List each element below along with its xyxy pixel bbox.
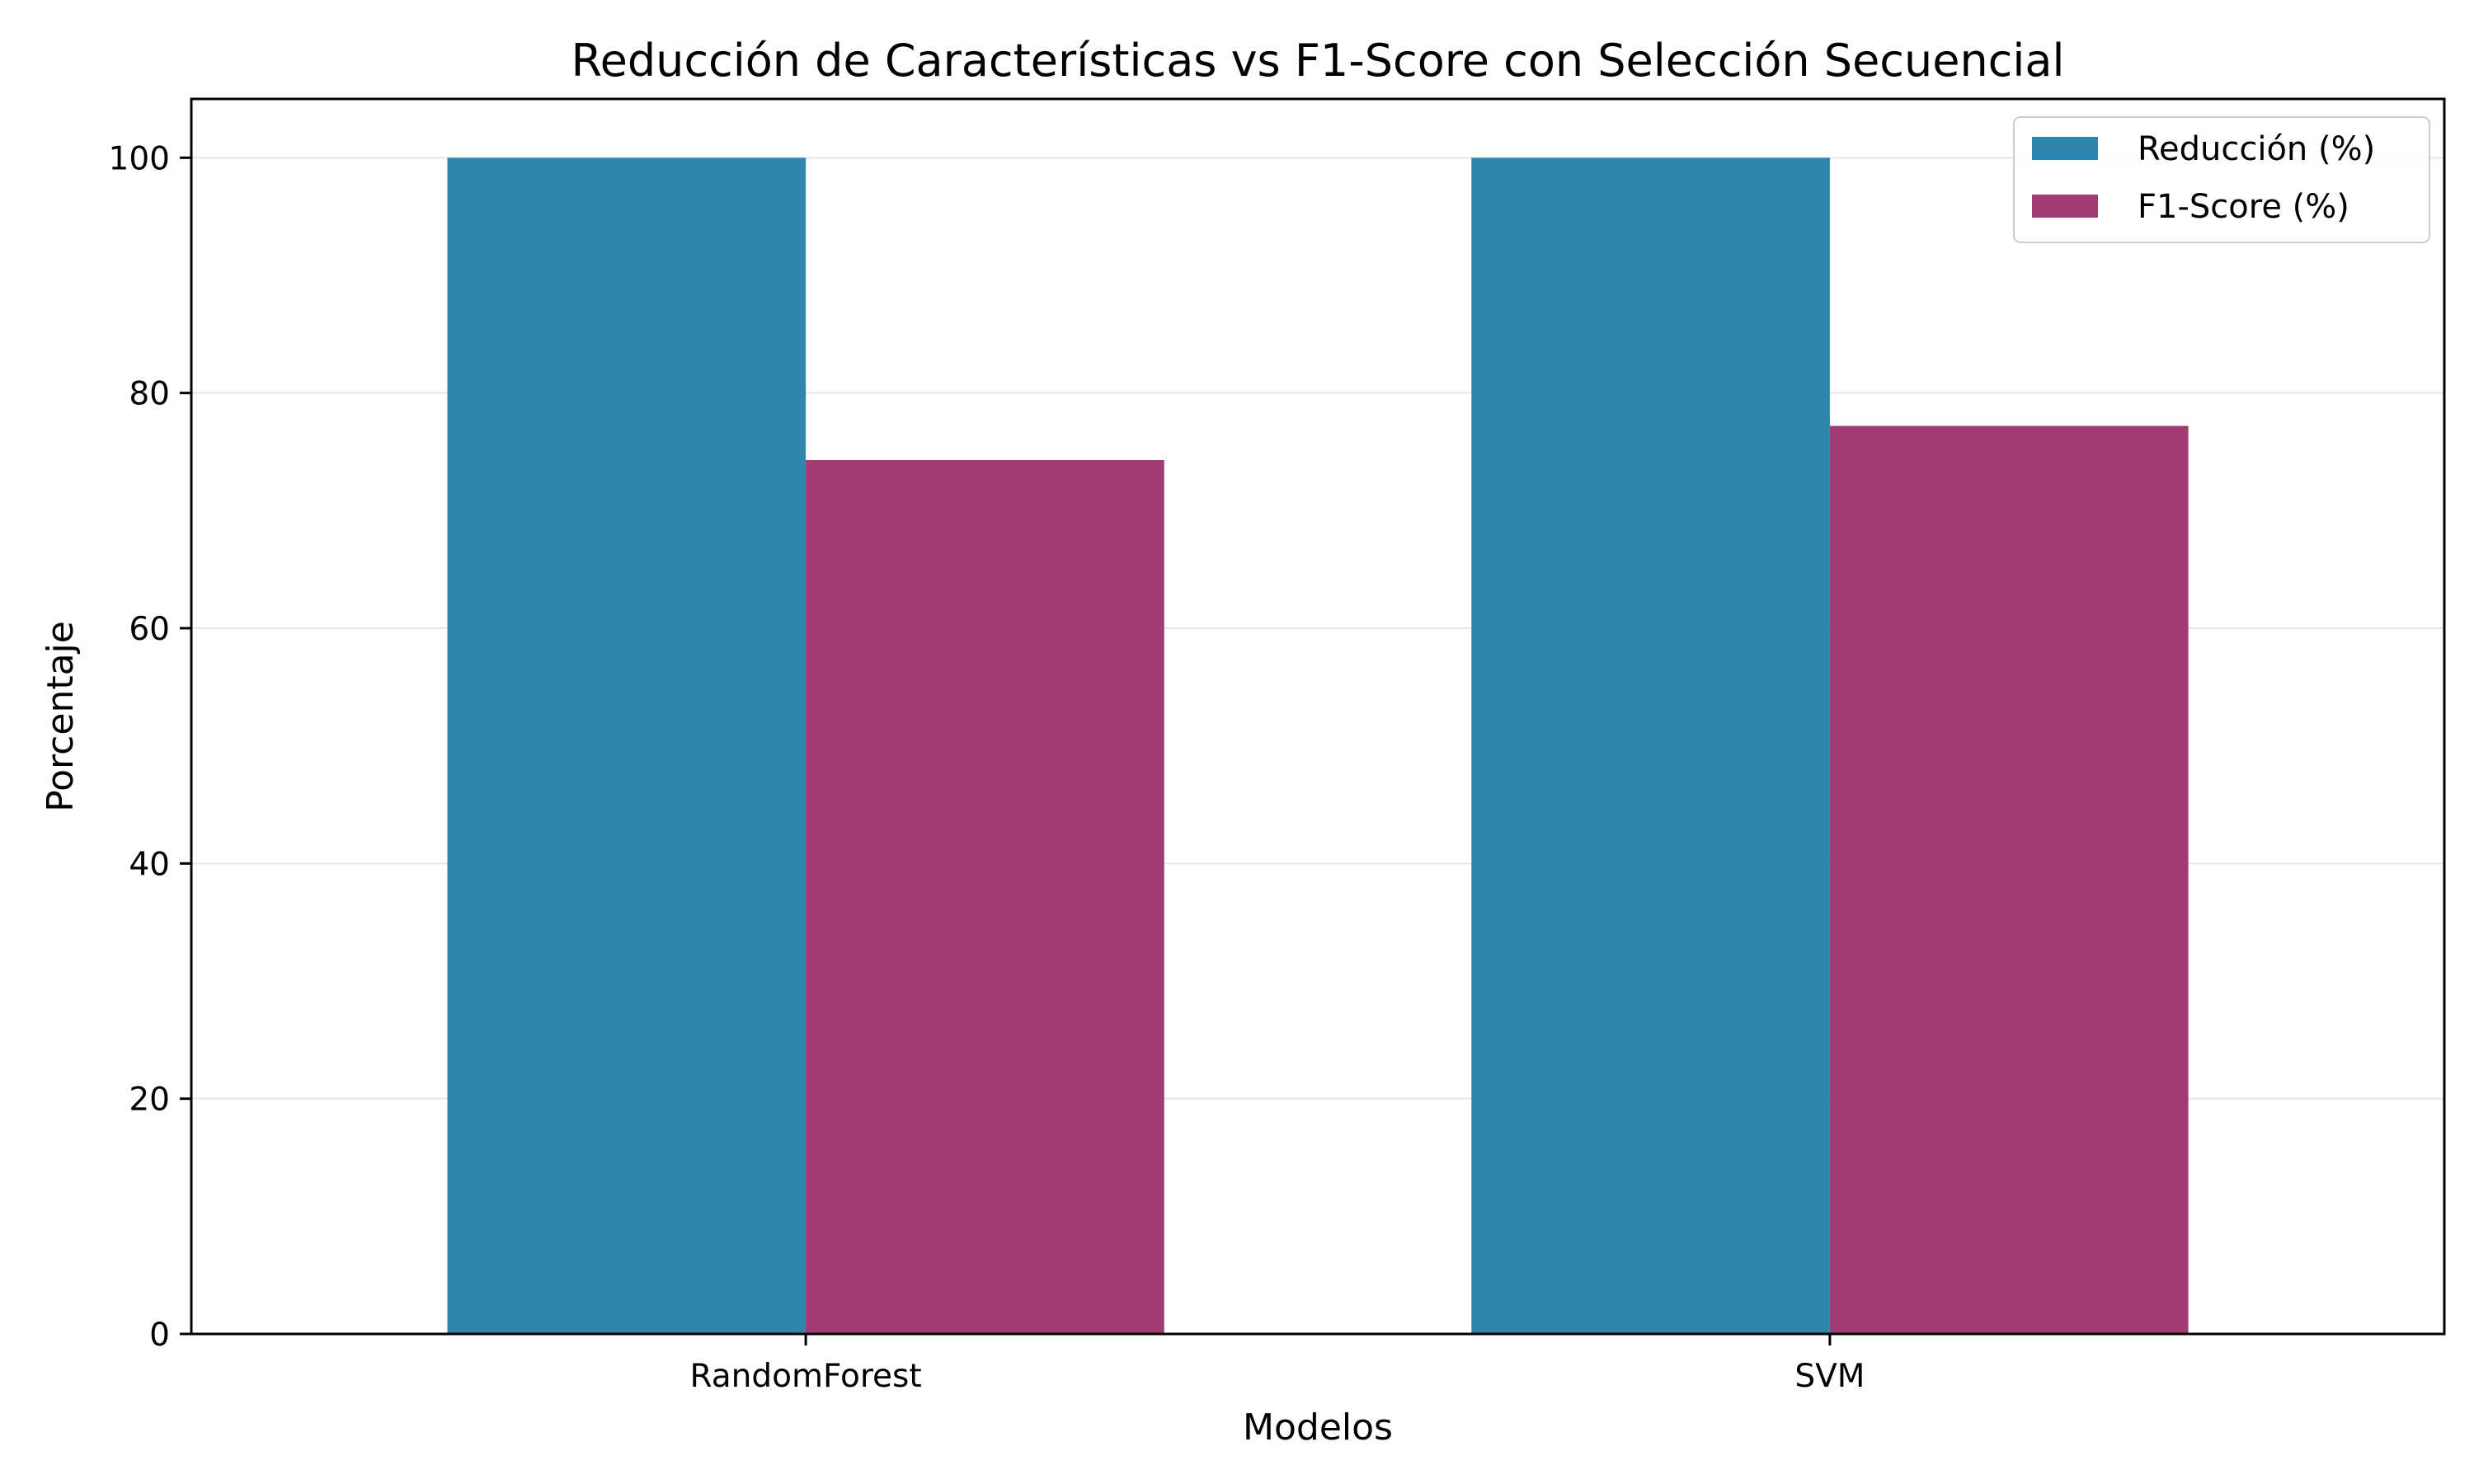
bars [447, 157, 2189, 1335]
y-tick-label: 20 [129, 1082, 170, 1119]
y-tick-label: 0 [149, 1317, 170, 1354]
legend-swatch [2032, 195, 2098, 218]
plot-frame [190, 97, 2446, 1336]
x-tick-label: SVM [1794, 1358, 1865, 1395]
y-tick-label: 80 [129, 376, 170, 413]
y-axis-label: Porcentaje [40, 621, 82, 812]
x-axis-label: Modelos [1243, 1407, 1393, 1449]
chart-title: Reducción de Características vs F1-Score… [571, 35, 2065, 87]
legend: Reducción (%) F1-Score (%) [2013, 116, 2430, 243]
legend-box [2013, 116, 2430, 243]
bar-svm-f1-score [1829, 425, 2189, 1335]
bar-randomforest-reduccion [447, 157, 807, 1334]
x-tick-label: RandomForest [690, 1358, 922, 1395]
y-axis-ticks: 0 20 40 60 80 100 [109, 140, 191, 1354]
legend-swatch [2032, 137, 2098, 160]
legend-label: Reducción (%) [2138, 130, 2375, 168]
x-axis-ticks: RandomForest SVM [690, 1334, 1865, 1395]
y-tick-label: 40 [129, 846, 170, 883]
y-tick-label: 100 [109, 140, 170, 177]
legend-label: F1-Score (%) [2138, 188, 2349, 226]
legend-items: Reducción (%) F1-Score (%) [2032, 130, 2375, 226]
bar-svm-reduccion [1471, 157, 1830, 1334]
y-tick-label: 60 [129, 611, 170, 648]
bar-randomforest-f1-score [806, 459, 1164, 1334]
